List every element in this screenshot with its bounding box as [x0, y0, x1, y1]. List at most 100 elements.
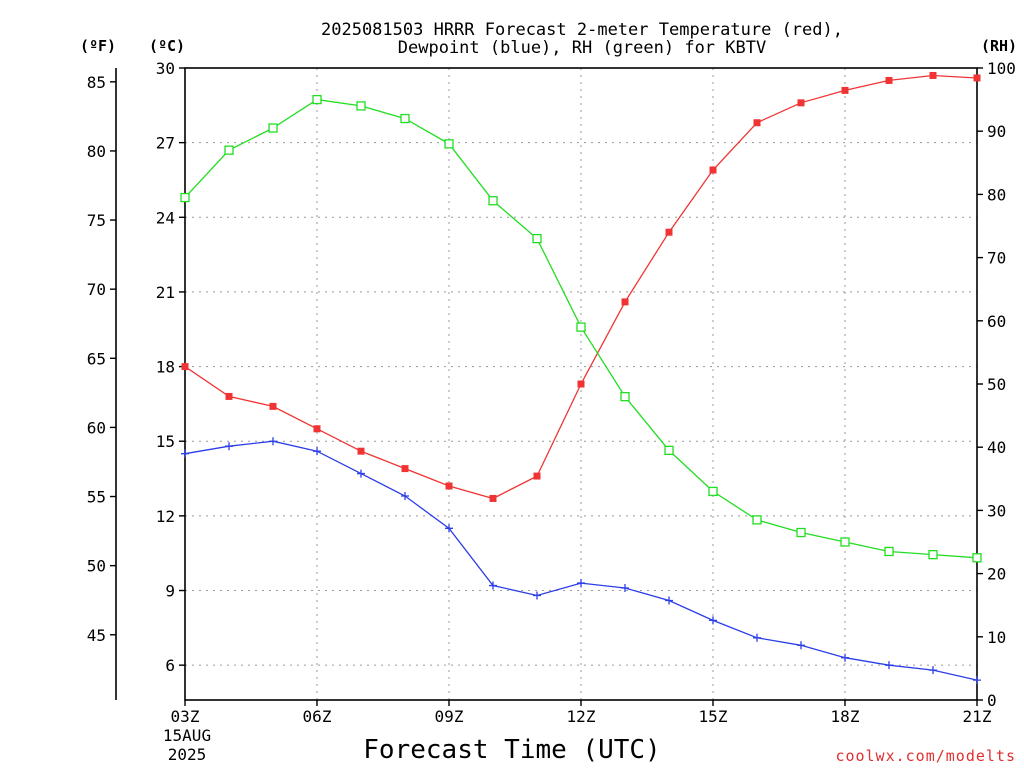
rh-tick-label: 90	[987, 122, 1006, 141]
fahrenheit-tick-label: 70	[87, 280, 106, 299]
x-date-label-year: 2025	[168, 745, 207, 764]
x-tick-label: 21Z	[963, 707, 992, 726]
x-tick-label: 09Z	[435, 707, 464, 726]
fahrenheit-tick-label: 65	[87, 349, 106, 368]
temperature-point	[665, 228, 673, 236]
dewpoint-point	[665, 596, 673, 605]
temperature-point	[401, 465, 409, 473]
rh-tick-label: 100	[987, 59, 1016, 78]
data-series	[180, 71, 982, 685]
temperature-point	[621, 298, 629, 306]
rh-point	[884, 546, 894, 557]
rh-tick-label: 70	[987, 249, 1006, 268]
rh-point	[708, 486, 718, 497]
temperature-point	[973, 74, 981, 82]
rh-point	[268, 123, 278, 133]
celsius-tick-label: 12	[156, 507, 175, 526]
rh-point	[840, 537, 850, 547]
temperature-point	[841, 86, 849, 94]
celsius-unit-label: (ºC)	[149, 37, 185, 55]
temperature-point	[357, 447, 365, 455]
temperature-point	[577, 380, 585, 388]
rh-point	[928, 549, 938, 560]
rh-point	[312, 94, 322, 105]
rh-tick-label: 20	[987, 565, 1006, 584]
x-tick-label: 06Z	[303, 707, 332, 726]
chart-title-line-2: Dewpoint (blue), RH (green) for KBTV	[398, 38, 766, 58]
dewpoint-point	[929, 666, 937, 675]
temperature-point	[313, 425, 321, 433]
dewpoint-point	[533, 591, 541, 600]
dewpoint-point	[357, 469, 365, 478]
dewpoint-point	[885, 661, 893, 670]
x-tick-label: 03Z	[171, 707, 200, 726]
rh-point	[444, 139, 454, 149]
celsius-tick-label: 30	[156, 59, 175, 78]
rh-tick-label: 50	[987, 375, 1006, 394]
celsius-tick-label: 15	[156, 432, 175, 451]
fahrenheit-tick-label: 45	[87, 626, 106, 645]
rh-tick-label: 60	[987, 312, 1006, 331]
x-tick-label: 15Z	[699, 707, 728, 726]
dewpoint-point	[489, 581, 497, 590]
rh-point	[972, 553, 982, 563]
rh-tick-label: 30	[987, 501, 1006, 520]
celsius-tick-label: 6	[165, 656, 175, 675]
dewpoint-point	[445, 524, 453, 533]
rh-point	[576, 322, 586, 332]
celsius-tick-label: 18	[156, 358, 175, 377]
dewpoint-point	[753, 633, 761, 642]
dewpoint-point	[269, 437, 277, 446]
dewpoint-point	[225, 442, 233, 451]
rh-point	[180, 192, 190, 203]
rh-unit-label: (RH)	[981, 37, 1017, 55]
fahrenheit-tick-label: 60	[87, 418, 106, 437]
rh-point	[224, 145, 234, 155]
x-tick-label: 12Z	[567, 707, 596, 726]
rh-point	[664, 445, 674, 456]
rh-tick-label: 0	[987, 691, 997, 710]
temperature-point	[885, 76, 893, 84]
dewpoint-point	[401, 491, 409, 500]
rh-point	[532, 233, 542, 244]
fahrenheit-tick-label: 55	[87, 488, 106, 507]
fahrenheit-tick-label: 85	[87, 73, 106, 92]
celsius-tick-label: 27	[156, 134, 175, 153]
rh-point	[356, 101, 366, 111]
fahrenheit-tick-label: 50	[87, 557, 106, 576]
temperature-point	[269, 402, 277, 410]
chart-title-line-1: 2025081503 HRRR Forecast 2-meter Tempera…	[321, 20, 843, 40]
dewpoint-point	[313, 447, 321, 456]
rh-tick-label: 40	[987, 438, 1006, 457]
dewpoint-point	[841, 653, 849, 662]
rh-point	[796, 527, 806, 538]
temperature-point	[929, 71, 937, 79]
rh-tick-label: 10	[987, 628, 1006, 647]
celsius-tick-label: 9	[165, 582, 175, 601]
temperature-point	[445, 482, 453, 490]
temperature-point	[225, 392, 233, 400]
celsius-tick-label: 21	[156, 283, 175, 302]
celsius-tick-label: 24	[156, 208, 175, 227]
temperature-point	[181, 363, 189, 371]
x-tick-label: 18Z	[831, 707, 860, 726]
rh-point	[620, 391, 630, 402]
dewpoint-point	[621, 584, 629, 593]
temperature-point	[489, 494, 497, 502]
rh-point	[752, 515, 762, 525]
temperature-point	[709, 166, 717, 174]
credit-text: coolwx.com/modelts	[835, 747, 1016, 765]
dewpoint-point	[181, 449, 189, 458]
temperature-point	[533, 472, 541, 480]
dewpoint-point	[709, 616, 717, 625]
axes: 6 9 12 15 18 21 24 27 30 45 50 55 60 65 70 75 80 85 0 10 20 3…	[87, 59, 1016, 726]
temperature-point	[753, 119, 761, 127]
fahrenheit-tick-label: 75	[87, 211, 106, 230]
dewpoint-point	[973, 676, 981, 685]
dewpoint-point	[577, 579, 585, 588]
x-date-label-day: 15AUG	[163, 726, 211, 745]
x-axis-label: Forecast Time (UTC)	[363, 735, 660, 765]
rh-tick-label: 80	[987, 185, 1006, 204]
